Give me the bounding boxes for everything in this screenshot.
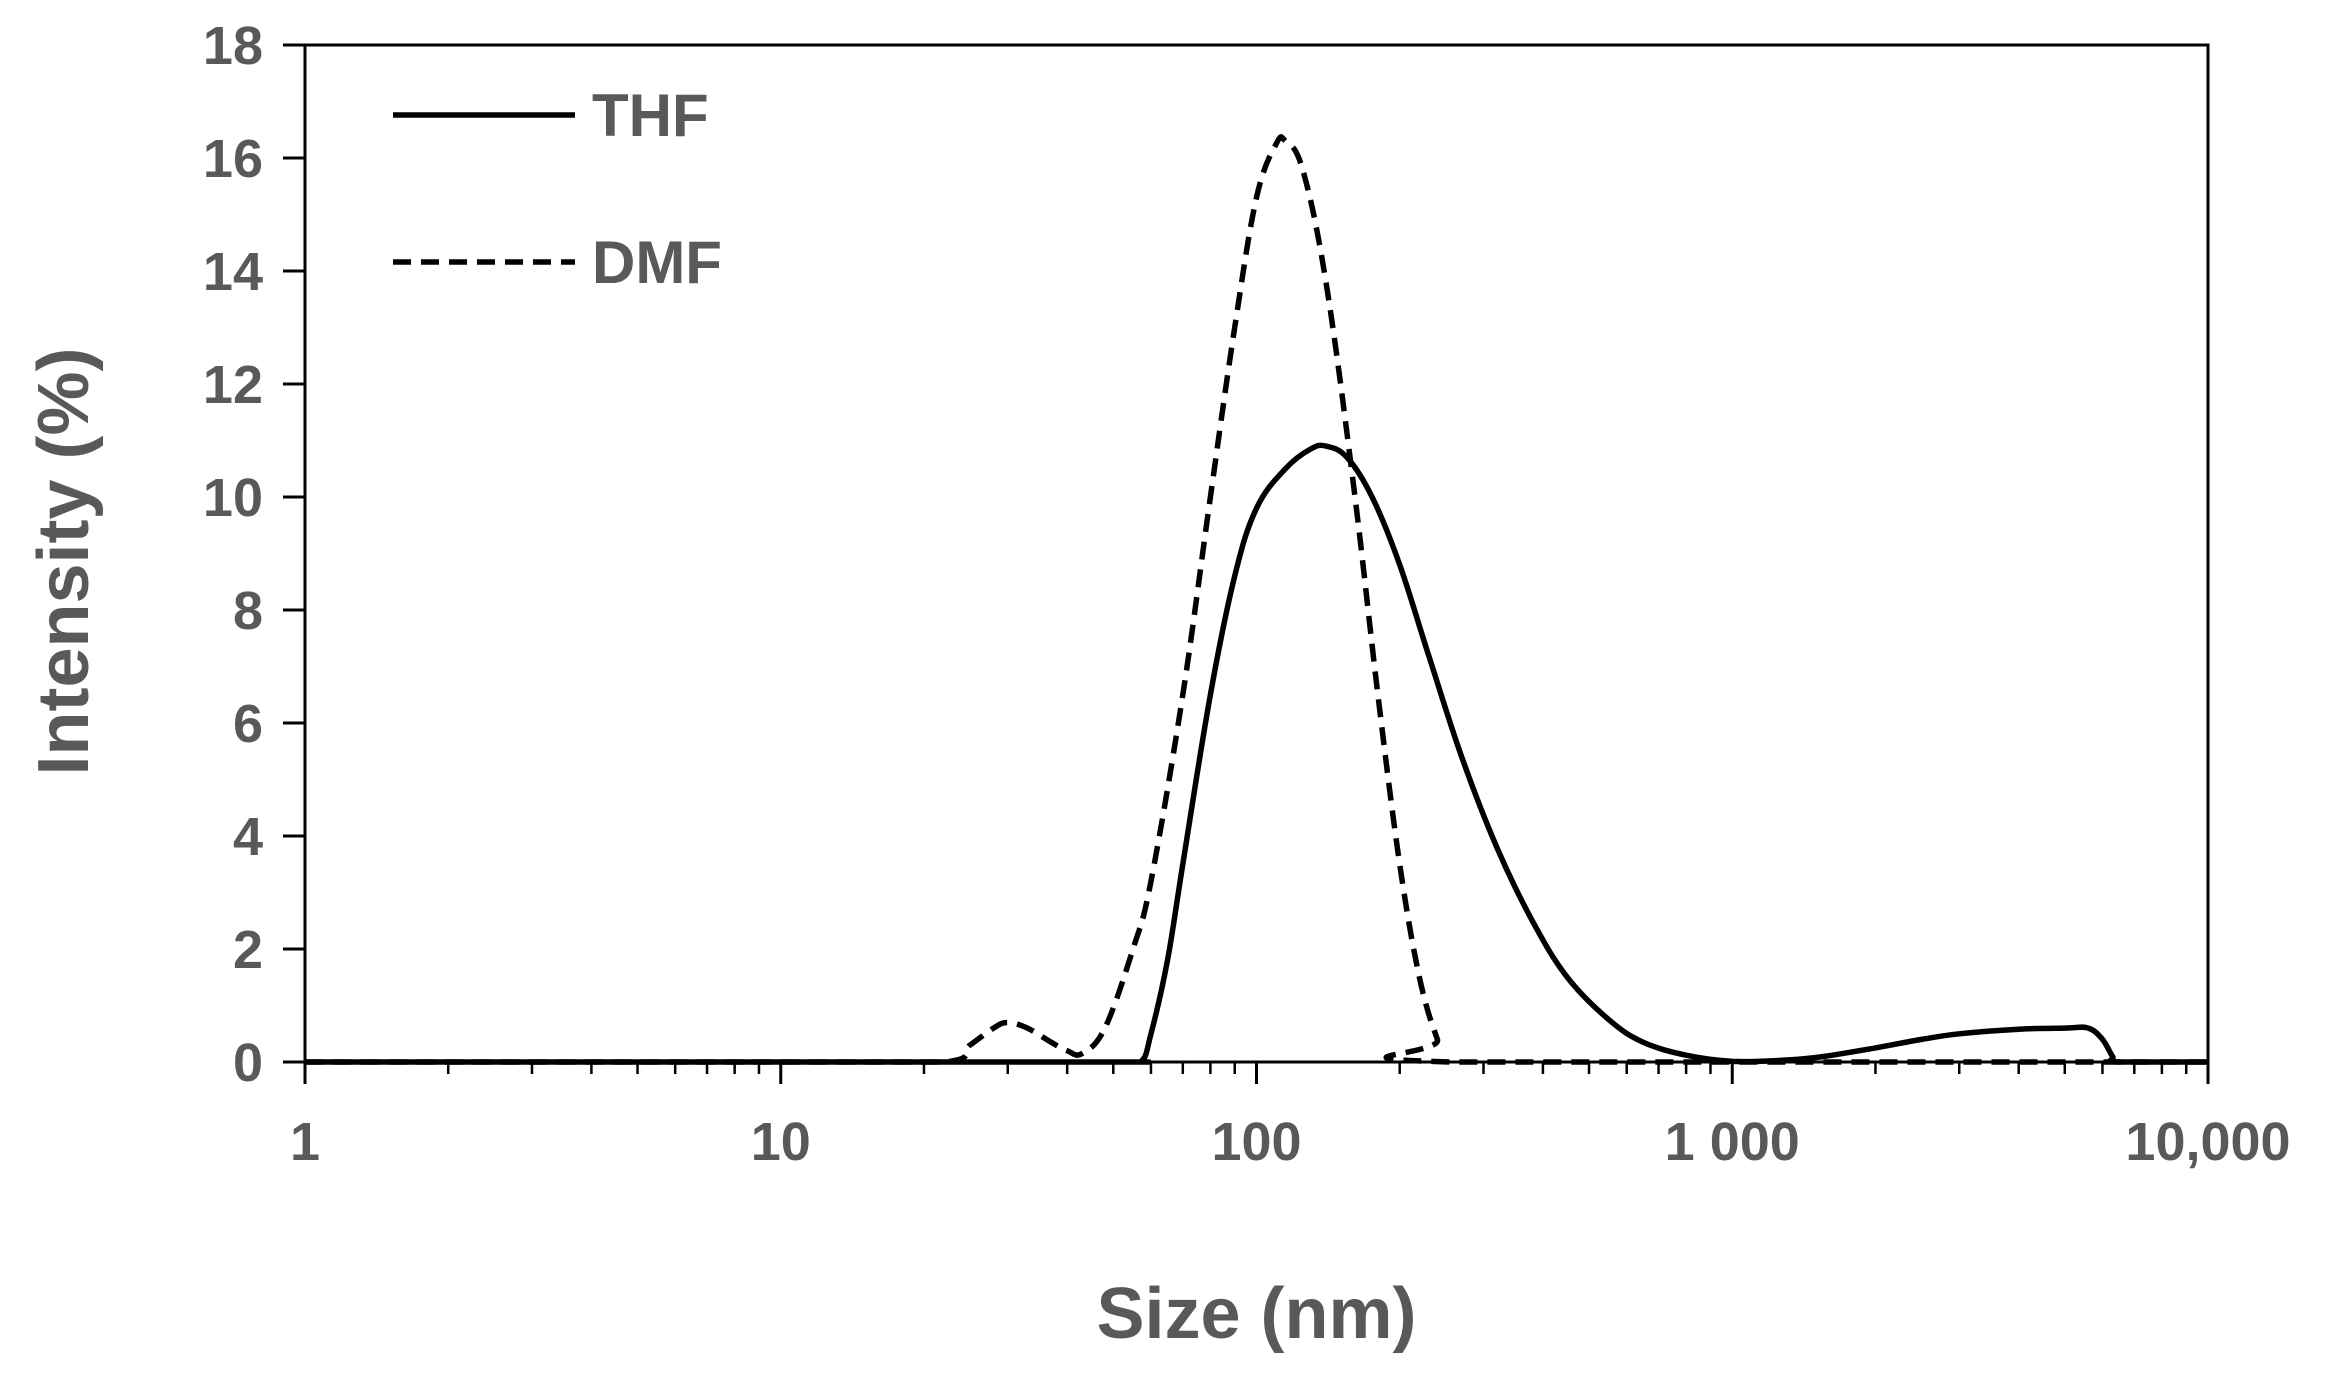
series-line-thf (305, 442, 2208, 1065)
x-axis-title: Size (nm) (1096, 1274, 1416, 1354)
y-tick-label: 18 (203, 16, 263, 76)
y-axis-title: Intensity (%) (24, 347, 104, 775)
legend: THF DMF (393, 82, 722, 296)
y-tick-label: 14 (203, 242, 263, 302)
x-axis: 1 10 100 1 000 10,000 (290, 1062, 2291, 1172)
y-tick-label: 6 (233, 694, 263, 754)
series-layer (305, 134, 2208, 1065)
y-tick-label: 16 (203, 129, 263, 189)
x-tick-label: 10 (751, 1112, 811, 1172)
y-tick-label: 2 (233, 920, 263, 980)
x-tick-label: 100 (1211, 1112, 1301, 1172)
y-tick-label: 4 (233, 807, 263, 867)
y-tick-label: 8 (233, 581, 263, 641)
legend-label-dmf: DMF (592, 229, 722, 296)
y-tick-label: 0 (233, 1033, 263, 1093)
series-line-dmf (305, 134, 2208, 1065)
legend-label-thf: THF (592, 82, 709, 149)
y-axis: 0 2 4 6 8 10 12 14 16 18 (203, 16, 305, 1093)
x-tick-label: 1 (290, 1112, 320, 1172)
y-tick-label: 10 (203, 468, 263, 528)
x-tick-label: 10,000 (2125, 1112, 2290, 1172)
y-tick-label: 12 (203, 355, 263, 415)
x-tick-label: 1 000 (1665, 1112, 1800, 1172)
